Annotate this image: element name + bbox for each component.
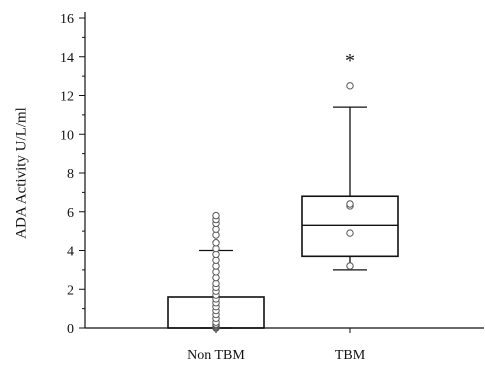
data-point <box>346 262 354 270</box>
y-tick-label: 2 <box>67 283 74 298</box>
x-tick-label: Non TBM <box>187 348 245 363</box>
data-point <box>346 82 354 90</box>
y-axis-title: ADA Activity U/L/ml <box>13 107 29 239</box>
y-tick-label: 4 <box>67 245 74 260</box>
x-tick-label: TBM <box>335 348 366 363</box>
y-tick-label: 16 <box>60 12 74 27</box>
axis-labels: 0 2 4 6 8 10 12 14 16 Non TBM TBM * <box>60 12 366 363</box>
box <box>301 195 399 258</box>
y-tick-label: 12 <box>60 90 74 105</box>
y-tick-label: 0 <box>67 322 74 337</box>
y-tick-label: 8 <box>67 167 74 182</box>
axes <box>79 12 484 333</box>
significance-marker: * <box>345 50 355 72</box>
data-point <box>212 239 220 247</box>
data-point <box>346 200 354 208</box>
data-point <box>212 211 220 220</box>
data-point <box>346 229 354 237</box>
y-tick-label: 10 <box>60 128 74 143</box>
data-points <box>212 82 354 332</box>
y-tick-label: 14 <box>60 51 74 66</box>
y-tick-label: 6 <box>67 206 74 221</box>
boxes <box>167 106 399 329</box>
